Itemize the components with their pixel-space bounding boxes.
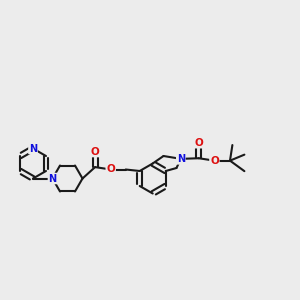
- Text: N: N: [29, 143, 37, 154]
- Text: O: O: [210, 156, 219, 166]
- Text: O: O: [106, 164, 115, 175]
- Text: N: N: [48, 173, 57, 184]
- Text: O: O: [194, 138, 203, 148]
- Text: O: O: [91, 146, 100, 157]
- Text: N: N: [177, 154, 185, 164]
